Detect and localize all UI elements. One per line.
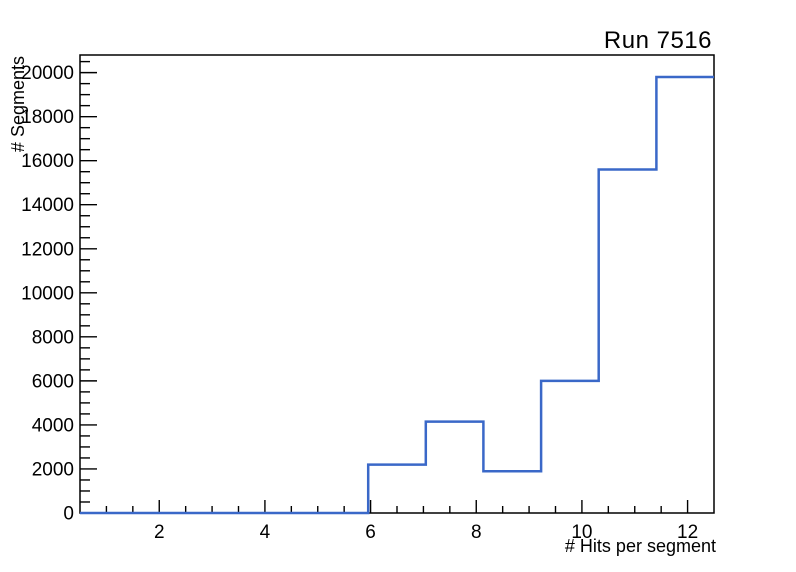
y-axis-title: # Segments	[8, 56, 28, 152]
x-tick-label: 12	[677, 522, 698, 543]
y-tick-label: 6000	[32, 371, 74, 392]
plot-frame	[79, 54, 715, 514]
y-tick-label: 14000	[21, 195, 74, 216]
histogram-step-line	[80, 75, 714, 515]
axis-ticks	[80, 60, 689, 514]
y-tick-label: 16000	[21, 151, 74, 172]
x-tick-label: 6	[365, 522, 376, 543]
x-axis-title: # Hits per segment	[565, 536, 716, 556]
y-tick-label: 20000	[21, 63, 74, 84]
y-tick-label: 0	[63, 504, 74, 525]
y-tick-label: 12000	[21, 239, 74, 260]
y-tick-label: 8000	[32, 327, 74, 348]
y-tick-label: 2000	[32, 459, 74, 480]
x-tick-label: 10	[571, 522, 592, 543]
y-tick-label: 18000	[21, 107, 74, 128]
chart-title: Run 7516	[604, 27, 712, 54]
x-tick-label: 4	[260, 522, 271, 543]
histogram-series	[80, 75, 714, 515]
y-tick-label: 4000	[32, 415, 74, 436]
x-tick-label: 8	[471, 522, 482, 543]
y-tick-label: 10000	[21, 283, 74, 304]
x-tick-label: 2	[154, 522, 165, 543]
axis-tick-labels: 2 4 6 8 10 12 0 2000 4000 6000 8000 10000 12000 14000…	[21, 63, 698, 543]
